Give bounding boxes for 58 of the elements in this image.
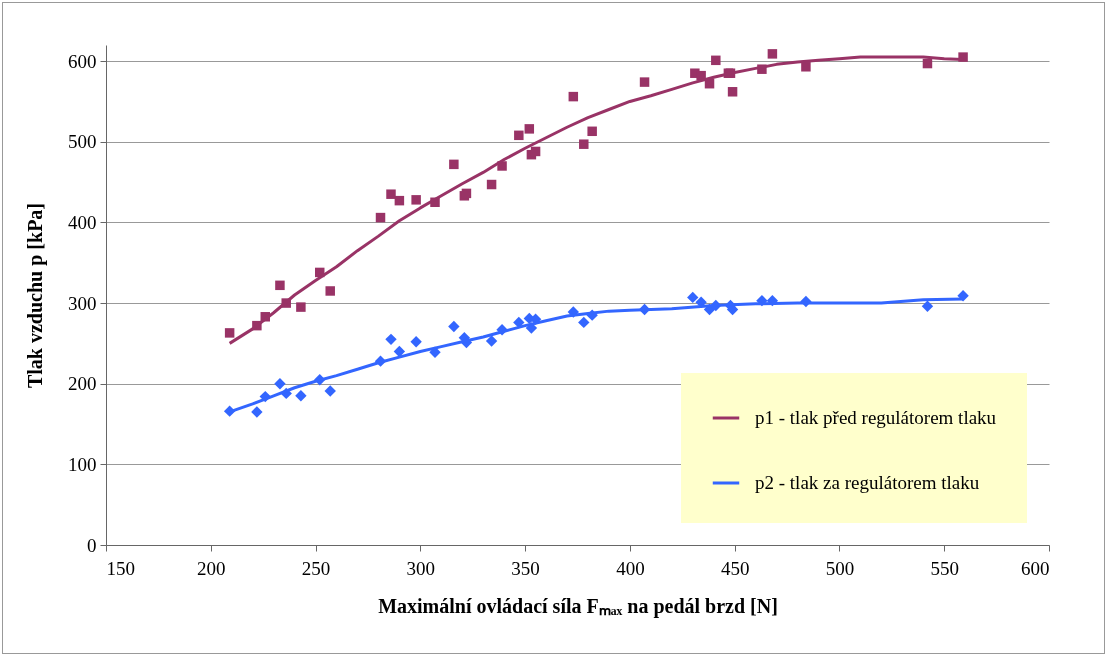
point bbox=[711, 55, 721, 66]
point bbox=[639, 77, 650, 87]
x-tick-label: 500 bbox=[825, 557, 855, 579]
point bbox=[449, 159, 459, 170]
legend-label: p1 - tlak před regulátorem tlaku bbox=[755, 407, 997, 428]
x-tick-label: 250 bbox=[301, 557, 331, 579]
point bbox=[687, 291, 699, 304]
point bbox=[386, 189, 396, 199]
y-tick-label: 0 bbox=[87, 534, 97, 556]
point bbox=[525, 322, 538, 334]
point bbox=[921, 300, 934, 312]
point bbox=[524, 124, 535, 134]
point bbox=[394, 195, 405, 206]
y-tick-label: 400 bbox=[68, 211, 97, 233]
x-tick-label: 450 bbox=[720, 557, 750, 579]
point bbox=[497, 161, 507, 171]
point bbox=[275, 280, 285, 291]
x-tick-label: 150 bbox=[106, 557, 135, 579]
point bbox=[448, 320, 460, 333]
point bbox=[579, 139, 589, 149]
point bbox=[324, 385, 336, 397]
point bbox=[295, 390, 307, 402]
point bbox=[696, 70, 706, 81]
y-tick-label: 100 bbox=[68, 453, 97, 475]
x-tick-label: 600 bbox=[1021, 557, 1050, 579]
point bbox=[296, 302, 306, 312]
point bbox=[568, 91, 579, 102]
x-tick-label: 200 bbox=[197, 557, 226, 579]
point bbox=[530, 146, 541, 157]
x-axis-title: Maximální ovládací síla Fₘₐₓ na pedál brzd [N] bbox=[378, 594, 778, 618]
x-tick-label: 550 bbox=[930, 557, 959, 579]
point bbox=[587, 126, 597, 137]
point bbox=[410, 336, 422, 348]
y-tick-label: 600 bbox=[68, 50, 97, 72]
y-tick-label: 500 bbox=[68, 131, 97, 153]
point bbox=[578, 316, 590, 329]
point bbox=[486, 179, 497, 190]
point bbox=[411, 195, 421, 205]
legend-label: p2 - tlak za regulátorem tlaku bbox=[755, 472, 980, 493]
x-tick-label: 300 bbox=[406, 557, 436, 579]
point bbox=[767, 49, 778, 59]
y-axis-title: Tlak vzduchu p [kPa] bbox=[24, 202, 47, 389]
point bbox=[375, 212, 386, 223]
x-tick-label: 350 bbox=[511, 557, 540, 579]
point bbox=[224, 328, 235, 338]
point bbox=[485, 335, 498, 347]
point bbox=[801, 62, 811, 72]
y-tick-label: 300 bbox=[68, 292, 97, 314]
point bbox=[958, 52, 968, 62]
point bbox=[922, 58, 933, 69]
point bbox=[325, 286, 335, 296]
point bbox=[385, 333, 397, 346]
y-tick-label: 200 bbox=[68, 373, 97, 395]
point bbox=[514, 130, 524, 141]
x-tick-label: 400 bbox=[616, 557, 645, 579]
point bbox=[251, 406, 263, 418]
point bbox=[274, 378, 286, 390]
point bbox=[727, 87, 738, 97]
